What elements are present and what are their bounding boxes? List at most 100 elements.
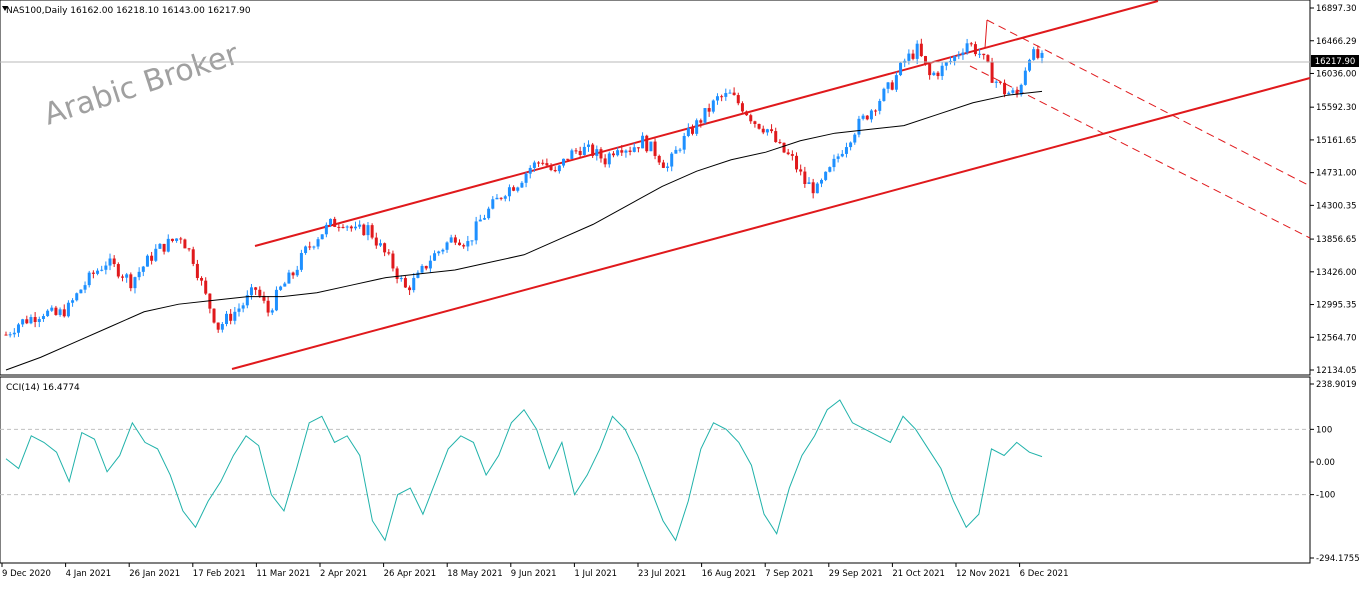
time-tick-label: 29 Sep 2021 xyxy=(829,569,883,579)
candle-body xyxy=(299,253,303,270)
candle-body xyxy=(528,167,532,174)
price-tick-label: 14731.00 xyxy=(1316,169,1357,179)
candle-body xyxy=(1023,70,1027,85)
candle-body xyxy=(96,270,100,274)
candle-body xyxy=(229,313,233,321)
candle-body xyxy=(1015,90,1019,95)
candle-body xyxy=(512,187,516,191)
candle-body xyxy=(378,243,382,246)
candle-body xyxy=(819,179,823,184)
price-axis[interactable]: 16897.30 16466.29 16036.00 15592.30 15161.65… xyxy=(1310,4,1357,376)
candle-body xyxy=(857,118,861,135)
cci-axis[interactable]: 238.9019 100 0.00 -100 -294.1755 xyxy=(1310,380,1360,564)
moving-average-line xyxy=(5,90,1043,371)
candle-body xyxy=(990,62,994,83)
candle-body xyxy=(549,165,553,170)
candle-body xyxy=(882,88,886,101)
candle-body xyxy=(46,310,50,317)
candle-body xyxy=(865,115,869,120)
candle-body xyxy=(141,266,145,272)
candle-body xyxy=(774,131,778,143)
candle-body xyxy=(562,158,566,166)
candle-body xyxy=(811,182,815,194)
candle-body xyxy=(274,289,278,311)
candle-body xyxy=(928,63,932,76)
candle-body xyxy=(607,153,611,165)
candle-body xyxy=(728,92,732,94)
candle-body xyxy=(586,144,590,147)
candle-body xyxy=(295,269,299,276)
price-tick-label: 16897.30 xyxy=(1316,4,1357,14)
candle-body xyxy=(907,53,911,61)
candle-body xyxy=(661,162,665,168)
candle-body xyxy=(204,280,208,294)
time-tick-label: 17 Feb 2021 xyxy=(193,569,246,579)
candle-body xyxy=(537,162,541,164)
candle-body xyxy=(237,308,241,312)
candle-body xyxy=(445,242,449,250)
candle-body xyxy=(969,43,973,45)
candle-body xyxy=(545,163,549,166)
candle-body xyxy=(258,289,262,296)
candle-body xyxy=(653,141,657,156)
time-tick-label: 21 Oct 2021 xyxy=(892,569,945,579)
candle-body xyxy=(703,108,707,123)
candle-body xyxy=(54,307,58,315)
candle-body xyxy=(499,197,503,199)
candle-body xyxy=(433,253,437,261)
cci-panel-frame xyxy=(0,376,1311,564)
candle-body xyxy=(566,158,570,160)
candle-body xyxy=(711,100,715,112)
collapse-arrow-icon[interactable] xyxy=(2,6,8,11)
candle-body xyxy=(279,286,283,290)
candle-body xyxy=(844,147,848,154)
candle-body xyxy=(366,225,370,236)
candle-body xyxy=(120,276,124,278)
candle-body xyxy=(37,319,41,322)
candle-body xyxy=(994,81,998,83)
channel-lower-line xyxy=(231,77,1311,370)
candle-body xyxy=(624,150,628,153)
candle-body xyxy=(1036,49,1040,58)
price-tick-label: 16036.00 xyxy=(1316,69,1357,79)
time-tick-label: 11 Mar 2021 xyxy=(256,569,310,579)
time-tick-label: 4 Jan 2021 xyxy=(66,569,112,579)
candle-body xyxy=(58,309,62,315)
regression-channel[interactable] xyxy=(231,0,1311,370)
candle-body xyxy=(924,56,928,64)
candle-body xyxy=(503,196,507,199)
time-axis[interactable]: 9 Dec 2020 4 Jan 2021 26 Jan 2021 17 Feb 20… xyxy=(1,563,1069,579)
candle-body xyxy=(166,238,170,252)
candle-body xyxy=(1019,84,1023,95)
candle-body xyxy=(724,93,728,97)
candle-body xyxy=(770,129,774,132)
candle-body xyxy=(245,295,249,306)
candle-body xyxy=(911,53,915,59)
candle-body xyxy=(894,75,898,90)
candle-body xyxy=(699,120,703,123)
price-tick-label: 12564.70 xyxy=(1316,333,1357,343)
candle-body xyxy=(353,226,357,229)
candle-body xyxy=(383,243,387,253)
candle-body xyxy=(557,165,561,172)
candle-body xyxy=(595,149,599,156)
candle-body xyxy=(462,245,466,247)
candle-body xyxy=(387,252,391,254)
candle-body xyxy=(324,224,328,235)
candle-body xyxy=(16,324,20,333)
candle-body xyxy=(1040,52,1044,58)
candle-body xyxy=(403,278,407,288)
candle-body xyxy=(478,219,482,222)
candle-body xyxy=(408,287,412,291)
candle-body xyxy=(973,44,977,55)
candle-body xyxy=(370,225,374,238)
candle-body xyxy=(707,108,711,112)
price-tick-label: 15161.65 xyxy=(1316,136,1357,146)
candle-body xyxy=(104,265,108,270)
candle-body xyxy=(162,243,166,252)
candle-body xyxy=(940,65,944,77)
candle-body xyxy=(112,258,116,265)
candle-body xyxy=(79,289,83,294)
